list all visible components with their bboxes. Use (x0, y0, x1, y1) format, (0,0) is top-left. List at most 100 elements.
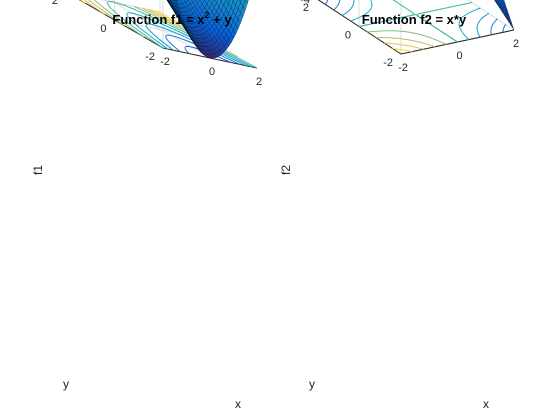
contour-segment (159, 42, 162, 45)
contour-segment (173, 24, 176, 27)
contour-segment (453, 38, 456, 42)
contour-segment (129, 26, 132, 29)
contour-segment (159, 45, 162, 48)
contour-segment (361, 24, 365, 27)
contour-segment (108, 5, 110, 7)
contour-segment (412, 12, 414, 16)
contour-segment (460, 30, 463, 33)
contour-segment (232, 60, 235, 63)
contour-segment (93, 3, 97, 6)
contour-segment (486, 13, 490, 16)
contour-segment (95, 7, 98, 10)
contour-segment (184, 39, 187, 42)
contour-segment (137, 29, 139, 31)
contour-segment (160, 40, 163, 42)
contour-segment (229, 53, 233, 57)
contour-segment (167, 23, 172, 27)
contour-segment (112, 14, 114, 16)
contour-segment (432, 9, 436, 12)
contour-segment (114, 11, 117, 14)
contour-segment (154, 35, 157, 38)
contour-segment (347, 10, 350, 13)
contour-segment (168, 40, 170, 43)
contour-segment (154, 13, 157, 16)
contour-segment (333, 8, 336, 11)
contour-segment (116, 13, 119, 15)
contour-segment (188, 37, 193, 41)
contour-segment (241, 59, 246, 63)
contour-segment (163, 15, 168, 18)
contour-segment (157, 43, 160, 46)
contour-segment (452, 5, 456, 8)
contour-segment (343, 12, 347, 15)
contour-segment (397, 48, 403, 51)
contour-segment (160, 43, 163, 46)
contour-segment (479, 18, 483, 21)
contour-segment (394, 0, 397, 3)
x-tick-label: 0 (456, 50, 462, 62)
contour-segment (429, 23, 433, 26)
contour-segment (97, 6, 99, 8)
contour-segment (367, 11, 369, 13)
contour-segment (99, 7, 102, 10)
contour-segment (164, 22, 169, 25)
contour-segment (134, 29, 137, 33)
contour-segment (228, 51, 232, 55)
contour-segment (132, 21, 135, 24)
contour-segment (191, 42, 195, 45)
contour-segment (136, 25, 139, 28)
contour-segment (172, 28, 177, 31)
contour-segment (378, 21, 382, 23)
contour-segment (166, 44, 170, 47)
contour-segment (178, 50, 181, 53)
contour-segment (384, 20, 388, 22)
contour-segment (238, 58, 243, 61)
contour-segment (426, 35, 429, 38)
contour-segment (155, 42, 158, 45)
contour-segment (461, 16, 463, 19)
contour-segment (166, 38, 168, 41)
contour-segment (174, 31, 177, 34)
contour-segment (180, 34, 185, 38)
contour-segment (440, 41, 444, 44)
contour-segment (440, 30, 444, 33)
contour-segment (128, 17, 131, 20)
contour-segment (146, 27, 149, 30)
contour-segment (443, 42, 447, 45)
contour-segment (150, 38, 153, 41)
contour-segment (167, 16, 171, 20)
contour-segment (398, 17, 402, 19)
surface-patch (173, 0, 175, 3)
contour-segment (409, 39, 413, 42)
contour-segment (115, 2, 119, 5)
contour-segment (126, 15, 129, 17)
contour-segment (398, 3, 402, 6)
contour-segment (86, 1, 89, 4)
y-tick-label: 0 (100, 23, 106, 35)
contour-segment (137, 14, 142, 17)
contour-segment (177, 28, 182, 32)
contour-segment (153, 38, 157, 41)
contour-segment (236, 58, 240, 62)
contour-segment (150, 36, 152, 38)
contour-segment (171, 44, 174, 47)
contour-segment (429, 10, 433, 12)
contour-segment (367, 23, 371, 26)
contour-segment (130, 7, 134, 10)
contour-segment (155, 39, 158, 42)
contour-segment (164, 17, 169, 20)
contour-segment (151, 36, 153, 39)
contour-segment (424, 43, 428, 45)
contour-segment (431, 45, 436, 48)
contour-segment (147, 14, 150, 17)
contour-segment (153, 41, 156, 44)
contour-segment (455, 40, 458, 43)
contour-segment (233, 57, 237, 60)
contour-segment (448, 36, 452, 39)
contour-segment (363, 13, 366, 16)
contour-segment (155, 12, 160, 15)
surface-patch (171, 0, 173, 2)
x-axis-label-f1: x (235, 397, 241, 411)
contour-segment (151, 31, 153, 34)
contour-segment (141, 35, 144, 38)
